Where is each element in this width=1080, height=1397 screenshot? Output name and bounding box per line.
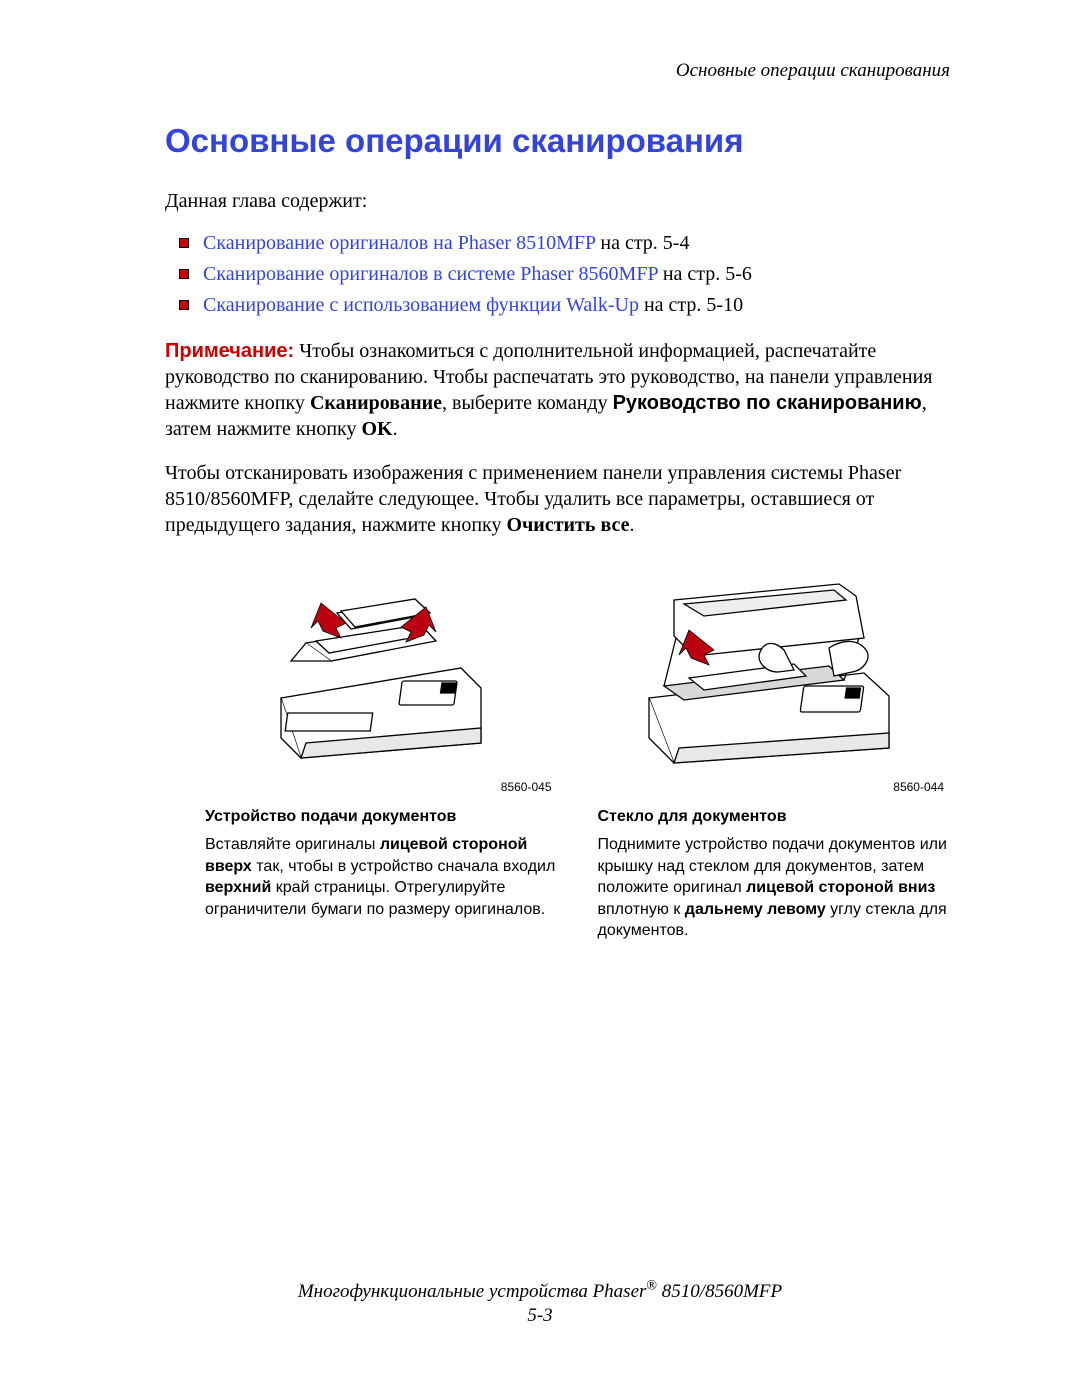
toc-item: Сканирование с использованием функции Wa… <box>165 291 950 320</box>
fig-text: Вставляйте оригиналы <box>205 836 380 853</box>
bullet-icon <box>179 238 189 248</box>
toc-link[interactable]: Сканирование с использованием функции Wa… <box>203 294 639 316</box>
figure-description: Поднимите устройство подачи документов и… <box>598 834 951 942</box>
toc-suffix: на стр. 5-4 <box>595 232 689 254</box>
toc-list: Сканирование оригиналов на Phaser 8510MF… <box>165 229 950 320</box>
para-text: . <box>630 514 635 536</box>
toc-link[interactable]: Сканирование оригиналов в системе Phaser… <box>203 263 658 285</box>
intro-text: Данная глава содержит: <box>165 190 950 213</box>
footer-line: Многофункциональные устройства Phaser® 8… <box>298 1281 782 1302</box>
fig-text: так, чтобы в устройство сначала входил <box>252 858 555 875</box>
fig-bold: верхний <box>205 879 271 896</box>
page-title: Основные операции сканирования <box>165 122 950 160</box>
page-number: 5-3 <box>0 1305 1080 1327</box>
registered-icon: ® <box>646 1279 657 1294</box>
figure-right: 8560-044 Стекло для документов Поднимите… <box>598 578 951 942</box>
figure-code: 8560-045 <box>205 780 558 794</box>
bullet-icon <box>179 300 189 310</box>
fig-text: вплотную к <box>598 901 685 918</box>
note-paragraph: Примечание: Чтобы ознакомиться с дополни… <box>165 338 950 442</box>
body-paragraph: Чтобы отсканировать изображения с примен… <box>165 460 950 538</box>
note-bold: OK <box>361 418 392 440</box>
note-bold-sans: Руководство по сканированию <box>613 392 922 414</box>
figure-left: 8560-045 Устройство подачи документов Вс… <box>205 578 558 942</box>
note-label: Примечание: <box>165 340 294 362</box>
footer-text: 8510/8560MFP <box>657 1281 782 1302</box>
para-bold: Очистить все <box>506 514 629 536</box>
figure-title: Стекло для документов <box>598 808 951 826</box>
figure-title: Устройство подачи документов <box>205 808 558 826</box>
note-text: . <box>393 418 398 440</box>
footer-text: Многофункциональные устройства Phaser <box>298 1281 647 1302</box>
toc-item: Сканирование оригиналов на Phaser 8510MF… <box>165 229 950 258</box>
toc-item: Сканирование оригиналов в системе Phaser… <box>165 260 950 289</box>
toc-link[interactable]: Сканирование оригиналов на Phaser 8510MF… <box>203 232 595 254</box>
toc-suffix: на стр. 5-10 <box>639 294 743 316</box>
printer-feeder-illustration <box>205 578 558 778</box>
printer-glass-illustration <box>598 578 951 778</box>
page-footer: Многофункциональные устройства Phaser® 8… <box>0 1279 1080 1327</box>
bullet-icon <box>179 269 189 279</box>
figure-description: Вставляйте оригиналы лицевой стороной вв… <box>205 834 558 920</box>
note-text: , выберите команду <box>442 392 613 414</box>
fig-bold: лицевой стороной вниз <box>746 879 935 896</box>
figure-code: 8560-044 <box>598 780 951 794</box>
section-header: Основные операции сканирования <box>165 60 950 82</box>
fig-bold: дальнему левому <box>685 901 826 918</box>
note-bold: Сканирование <box>310 392 442 414</box>
toc-suffix: на стр. 5-6 <box>658 263 752 285</box>
figures-row: 8560-045 Устройство подачи документов Вс… <box>205 578 950 942</box>
